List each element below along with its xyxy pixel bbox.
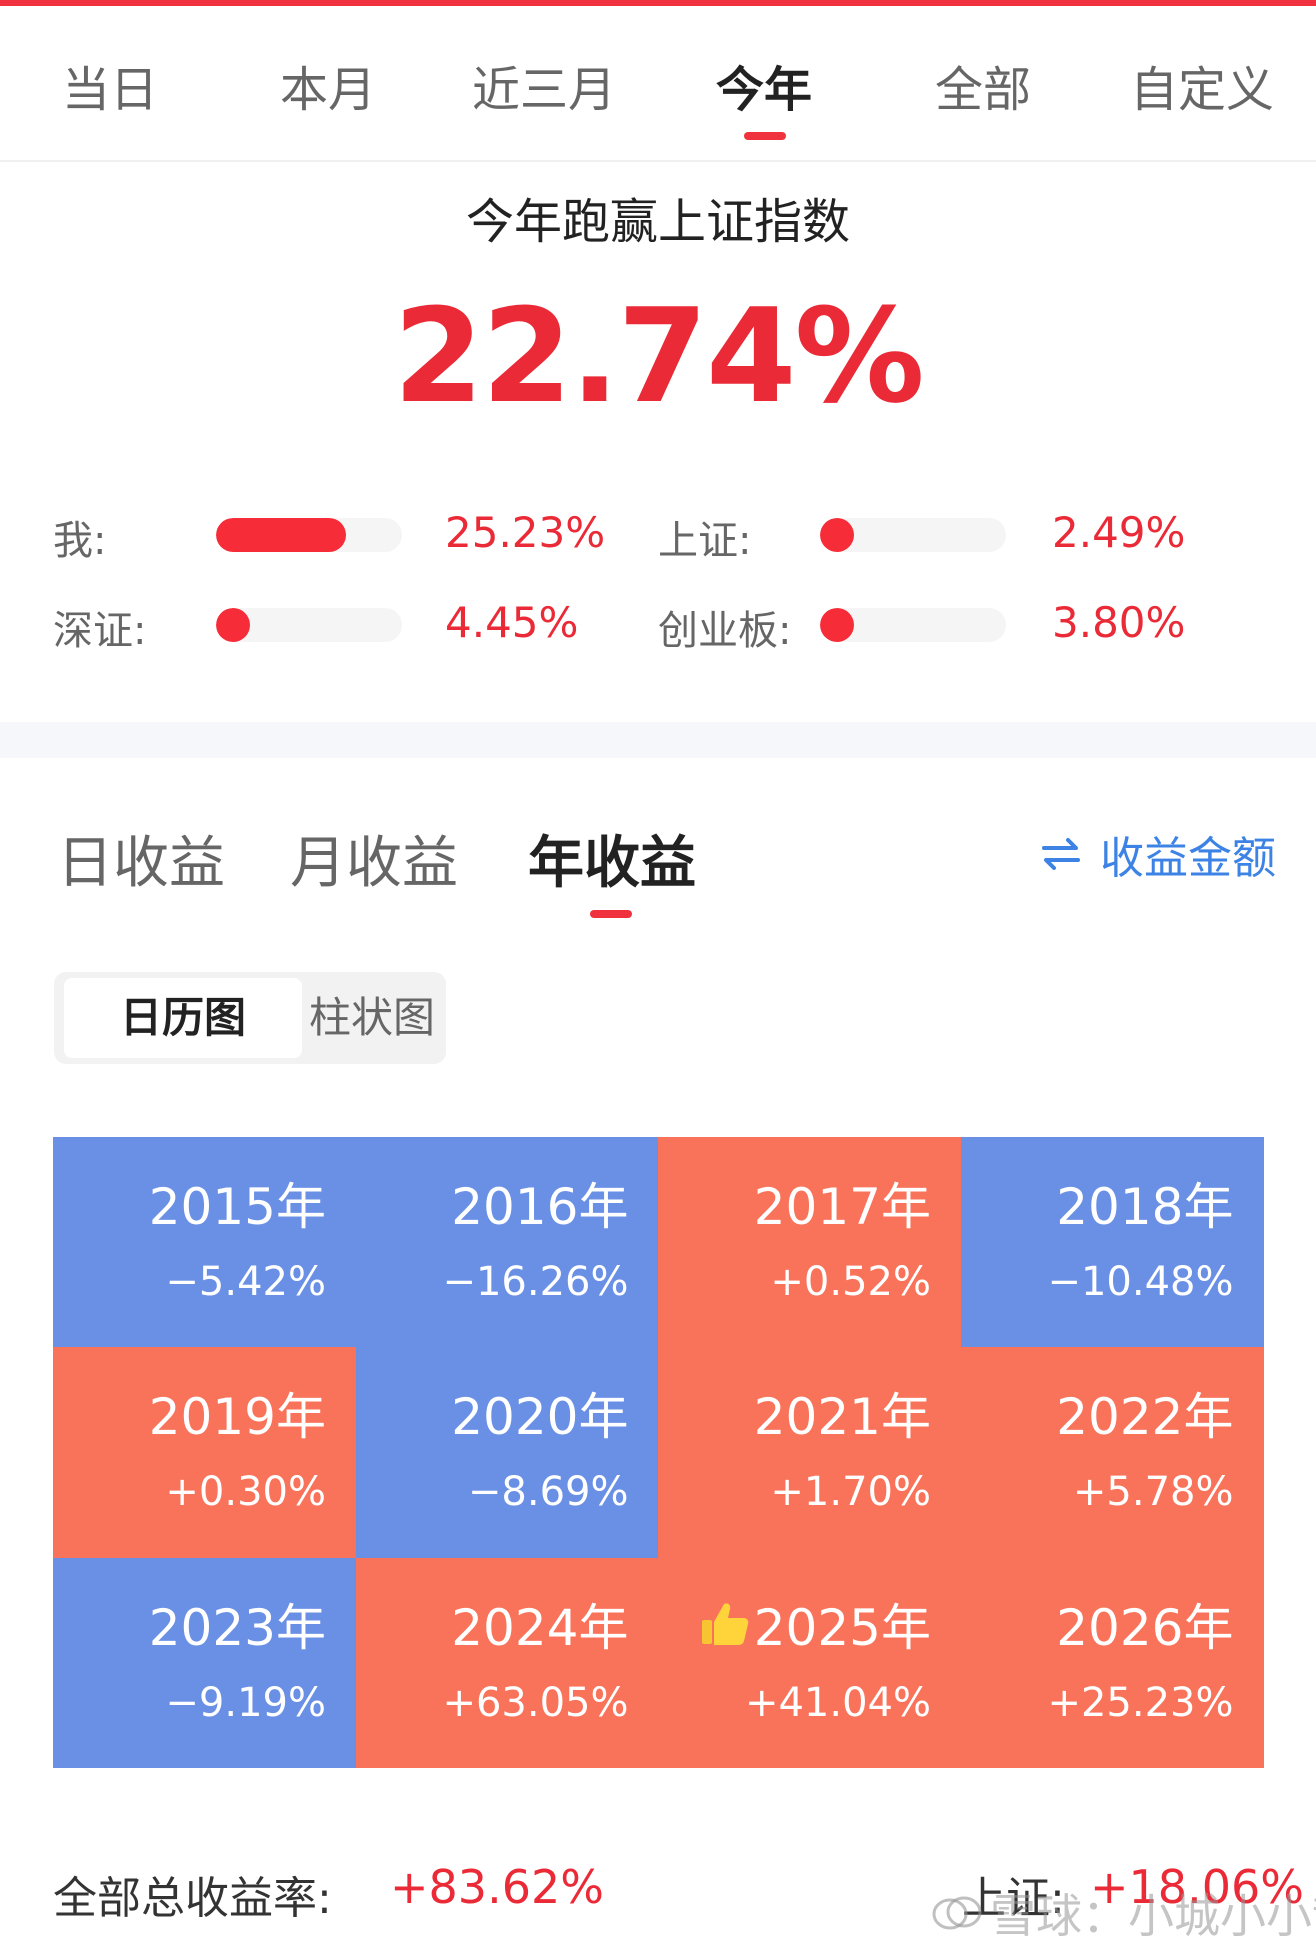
- amount-toggle-button[interactable]: 收益金额: [1040, 822, 1276, 886]
- comparison-bar-fill: [216, 608, 250, 642]
- year-cell[interactable]: 2019年 +0.30%: [53, 1347, 356, 1559]
- comparison-bar-fill: [820, 518, 854, 552]
- thumbs-up-icon: [700, 1600, 750, 1648]
- year-cell[interactable]: 2015年 −5.42%: [53, 1137, 356, 1348]
- year-label: 2026年: [1056, 1588, 1233, 1660]
- year-label: 2015年: [149, 1167, 326, 1239]
- period-tabs: 当日 本月 近三月 今年 全部 自定义: [0, 40, 1316, 140]
- year-return: −16.26%: [442, 1259, 629, 1305]
- comparison-bar-sz: [216, 608, 402, 642]
- year-label: 2025年: [700, 1588, 931, 1660]
- divider: [0, 160, 1316, 162]
- segment-bar-chart[interactable]: 柱状图: [308, 993, 435, 1042]
- year-return: +63.05%: [442, 1679, 629, 1726]
- total-return-value: +83.62%: [390, 1860, 604, 1914]
- year-label: 2019年: [149, 1377, 326, 1449]
- tab-custom[interactable]: 自定义: [1130, 62, 1275, 118]
- comparison-bar-cyb: [820, 608, 1006, 642]
- year-text: 2020年: [451, 1388, 629, 1447]
- tab-daily-returns[interactable]: 日收益: [57, 831, 225, 896]
- snowball-logo-icon: [930, 1890, 982, 1936]
- year-label: 2016年: [451, 1167, 628, 1239]
- comparison-value-cyb: 3.80%: [1052, 598, 1186, 647]
- year-text: 2019年: [148, 1388, 326, 1447]
- year-return: +1.70%: [770, 1469, 931, 1516]
- yearly-returns-grid: 2015年 −5.42% 2016年 −16.26% 2017年 +0.52% 2018年 −…: [53, 1137, 1264, 1769]
- year-text: 2017年: [753, 1178, 931, 1236]
- year-cell[interactable]: 2020年 −8.69%: [355, 1347, 659, 1559]
- year-label: 2020年: [451, 1377, 628, 1449]
- tab-three-months[interactable]: 近三月: [472, 62, 617, 118]
- year-label: 2023年: [149, 1588, 326, 1660]
- year-return: −5.42%: [165, 1259, 326, 1305]
- beat-index-title: 今年跑赢上证指数: [465, 194, 850, 250]
- year-text: 2015年: [148, 1178, 326, 1236]
- comparison-label-sz: 深证:: [53, 608, 147, 654]
- section-separator: [0, 722, 1316, 758]
- year-cell[interactable]: 2024年 +63.05%: [355, 1557, 659, 1769]
- comparison-value-sh: 2.49%: [1052, 508, 1186, 557]
- amount-toggle-label: 收益金额: [1100, 833, 1276, 884]
- watermark: 雪球：小城小小散: [930, 1880, 1316, 1946]
- year-cell[interactable]: 2022年 +5.78%: [960, 1347, 1264, 1559]
- year-return: +0.52%: [770, 1259, 931, 1305]
- tab-today[interactable]: 当日: [62, 62, 159, 118]
- year-label: 2018年: [1056, 1167, 1233, 1239]
- year-label: 2022年: [1056, 1377, 1233, 1449]
- year-cell[interactable]: 2021年 +1.70%: [658, 1347, 961, 1559]
- tab-yearly-returns[interactable]: 年收益: [528, 831, 696, 896]
- tab-this-month[interactable]: 本月: [280, 62, 377, 118]
- segment-calendar[interactable]: 日历图: [64, 978, 302, 1058]
- year-cell[interactable]: 2018年 −10.48%: [960, 1137, 1264, 1348]
- year-text: 2021年: [753, 1388, 931, 1447]
- year-label: 2017年: [754, 1167, 931, 1239]
- watermark-text: 雪球：小城小小散: [990, 1889, 1316, 1943]
- year-return: +41.04%: [744, 1679, 931, 1726]
- year-return: −8.69%: [467, 1469, 629, 1516]
- view-segment: 日历图 柱状图: [54, 972, 446, 1064]
- beat-index-value: 22.74%: [393, 280, 924, 432]
- top-accent-bar: [0, 0, 1316, 6]
- year-text: 2023年: [148, 1598, 326, 1657]
- comparison-bar-sh: [820, 518, 1006, 552]
- year-text: 2018年: [1056, 1178, 1234, 1236]
- year-return: +5.78%: [1072, 1469, 1234, 1516]
- year-label: 2024年: [451, 1588, 628, 1660]
- year-return: +25.23%: [1047, 1679, 1234, 1726]
- comparison-label-cyb: 创业板:: [658, 608, 792, 654]
- year-return: −10.48%: [1047, 1259, 1234, 1305]
- comparison-bar-me: [216, 518, 402, 552]
- year-text: 2016年: [451, 1178, 629, 1236]
- tab-this-year[interactable]: 今年: [716, 62, 813, 118]
- comparison-bar-fill: [216, 518, 347, 552]
- year-cell[interactable]: 2026年 +25.23%: [960, 1557, 1264, 1769]
- tab-monthly-returns[interactable]: 月收益: [290, 831, 458, 896]
- index-return-value: +18.06%: [1090, 1860, 1304, 1914]
- total-return-label: 全部总收益率:: [53, 1873, 332, 1924]
- comparison-value-sz: 4.45%: [445, 598, 579, 647]
- year-text: 2025年: [753, 1598, 931, 1657]
- year-return: +0.30%: [165, 1469, 326, 1516]
- year-cell[interactable]: 2016年 −16.26%: [355, 1137, 659, 1348]
- year-text: 2022年: [1056, 1388, 1234, 1447]
- year-cell[interactable]: 2025年 +41.04%: [658, 1557, 961, 1769]
- year-label: 2021年: [754, 1377, 931, 1449]
- swap-icon: [1040, 834, 1082, 874]
- comparison-label-me: 我:: [53, 518, 107, 564]
- year-cell[interactable]: 2017年 +0.52%: [658, 1137, 961, 1348]
- active-returns-tab-indicator: [590, 910, 632, 918]
- tab-all[interactable]: 全部: [935, 62, 1032, 118]
- year-cell[interactable]: 2023年 −9.19%: [53, 1557, 356, 1769]
- comparison-label-sh: 上证:: [658, 518, 752, 564]
- comparison-bar-fill: [820, 608, 854, 642]
- active-tab-indicator: [744, 132, 786, 140]
- year-text: 2024年: [451, 1598, 629, 1657]
- year-text: 2026年: [1056, 1598, 1234, 1657]
- comparison-value-me: 25.23%: [445, 508, 606, 557]
- year-return: −9.19%: [165, 1679, 326, 1726]
